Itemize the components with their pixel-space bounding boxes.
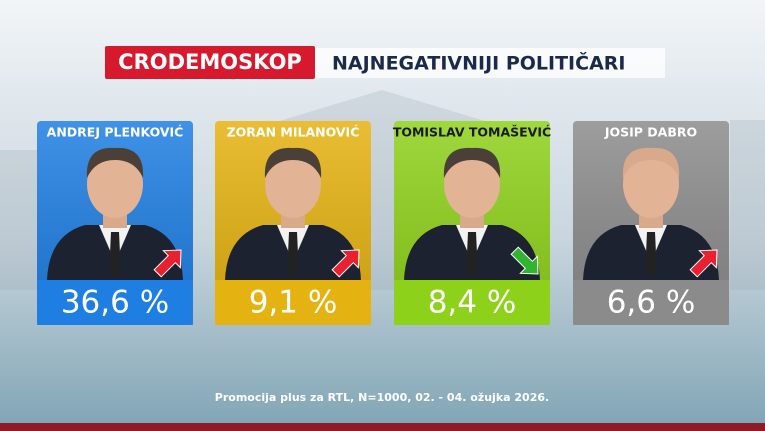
face [444,150,500,218]
trend-arrow [331,249,360,278]
hair [264,147,322,178]
candidate-card: ZORAN MILANOVIĆ 9,1 % [215,121,371,325]
title-bar [315,48,665,78]
tie [287,232,299,275]
trend-arrow [510,246,539,275]
candidate-name: ANDREJ PLENKOVIĆ [47,125,184,140]
value-background [215,280,371,325]
footer: Promocija plus za RTL, N=1000, 02. - 04.… [215,391,549,404]
arrow-shape [331,249,360,278]
trend-arrow [153,249,182,278]
value-background [573,280,729,325]
candidate-name: TOMISLAV TOMAŠEVIĆ [393,125,551,140]
face [265,150,321,218]
arrow-shape [689,249,718,278]
candidate-name: JOSIP DABRO [604,125,697,140]
portrait [225,147,361,280]
candidate-value: 6,6 % [607,285,696,321]
candidate-card: TOMISLAV TOMAŠEVIĆ 8,4 % [393,121,551,325]
trend-arrow [689,249,718,278]
portrait [583,147,719,280]
portrait [404,147,540,280]
value-background [394,280,550,325]
candidate-name: ZORAN MILANOVIĆ [227,125,360,140]
candidate-card: JOSIP DABRO 6,6 % [573,121,729,325]
hair [443,147,501,178]
candidate-value: 9,1 % [249,285,338,321]
face [87,150,143,218]
value-background [37,280,193,325]
candidate-value: 36,6 % [61,285,169,321]
tie [466,232,478,275]
portrait [47,147,183,280]
arrow-shape [510,246,539,275]
tie [645,232,657,275]
brand-box [105,46,315,79]
brand: CRODEMOSKOP [118,50,302,74]
hair [622,147,680,178]
face [623,150,679,218]
arrow-shape [153,249,182,278]
candidate-value: 8,4 % [428,285,517,321]
title: NAJNEGATIVNIJI POLITIČARI [332,51,625,75]
bottom-strip [0,423,765,431]
tie [109,232,121,275]
hair [86,147,144,178]
candidate-card: ANDREJ PLENKOVIĆ 36,6 % [37,121,193,325]
